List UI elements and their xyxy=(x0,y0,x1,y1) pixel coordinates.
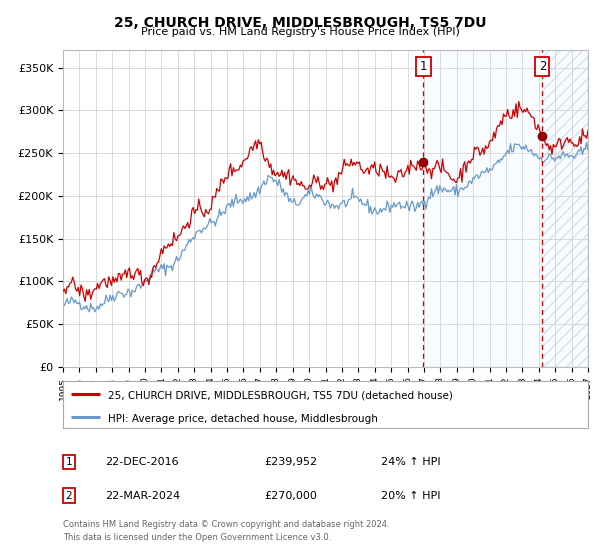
Text: 22-MAR-2024: 22-MAR-2024 xyxy=(105,491,180,501)
Text: 25, CHURCH DRIVE, MIDDLESBROUGH, TS5 7DU: 25, CHURCH DRIVE, MIDDLESBROUGH, TS5 7DU xyxy=(114,16,486,30)
Text: 25, CHURCH DRIVE, MIDDLESBROUGH, TS5 7DU (detached house): 25, CHURCH DRIVE, MIDDLESBROUGH, TS5 7DU… xyxy=(107,390,452,400)
Text: £270,000: £270,000 xyxy=(264,491,317,501)
Text: 2: 2 xyxy=(65,491,73,501)
Bar xyxy=(424,50,588,367)
Text: 20% ↑ HPI: 20% ↑ HPI xyxy=(381,491,440,501)
Text: 1: 1 xyxy=(65,457,73,467)
Text: 1: 1 xyxy=(419,60,427,73)
Text: 24% ↑ HPI: 24% ↑ HPI xyxy=(381,457,440,467)
Text: 2: 2 xyxy=(539,60,546,73)
Text: £239,952: £239,952 xyxy=(264,457,317,467)
Text: Contains HM Land Registry data © Crown copyright and database right 2024.: Contains HM Land Registry data © Crown c… xyxy=(63,520,389,529)
Text: 22-DEC-2016: 22-DEC-2016 xyxy=(105,457,179,467)
Text: Price paid vs. HM Land Registry's House Price Index (HPI): Price paid vs. HM Land Registry's House … xyxy=(140,27,460,37)
Text: This data is licensed under the Open Government Licence v3.0.: This data is licensed under the Open Gov… xyxy=(63,533,331,542)
Bar xyxy=(542,50,588,367)
Text: HPI: Average price, detached house, Middlesbrough: HPI: Average price, detached house, Midd… xyxy=(107,414,377,424)
